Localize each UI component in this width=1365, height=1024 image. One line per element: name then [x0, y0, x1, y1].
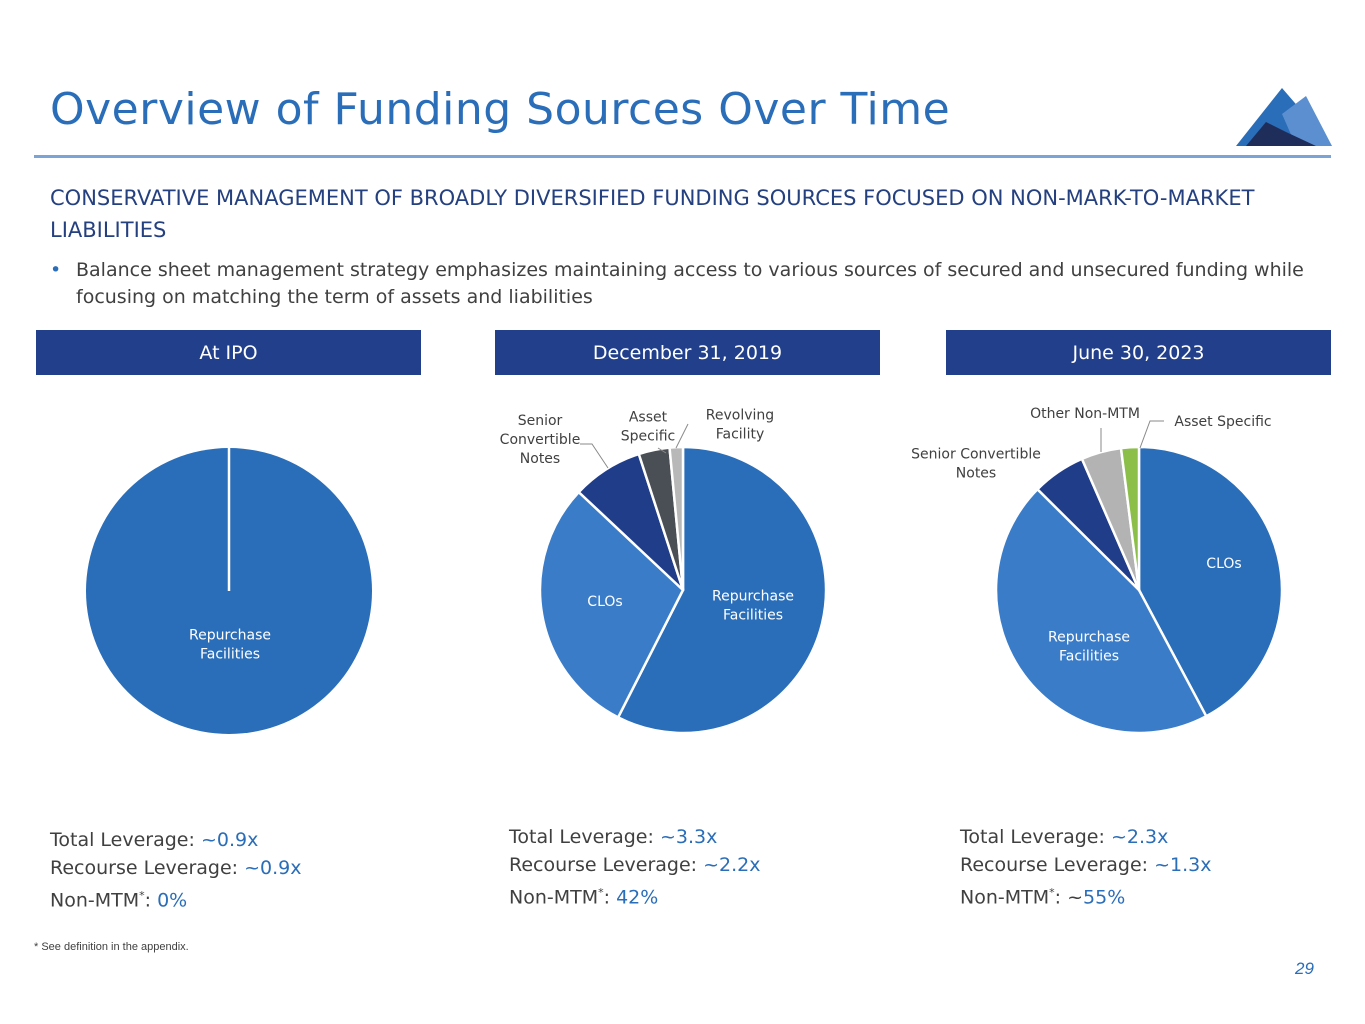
non-mtm: Non-MTM*: ~55% — [960, 886, 1126, 909]
label-leader-line — [675, 423, 689, 449]
panel-header-ipo: At IPO — [36, 330, 421, 375]
bullet-point: • Balance sheet management strategy emph… — [50, 257, 1325, 311]
stats-ipo: Total Leverage: ~0.9x Recourse Leverage:… — [50, 826, 302, 914]
stats-2019: Total Leverage: ~3.3x Recourse Leverage:… — [509, 823, 761, 911]
page-title: Overview of Funding Sources Over Time — [50, 84, 951, 135]
total-leverage: Total Leverage: ~2.3x — [960, 826, 1169, 848]
total-leverage: Total Leverage: ~3.3x — [509, 826, 718, 848]
slice-label-asset-specific: Asset Specific — [621, 410, 676, 445]
total-leverage: Total Leverage: ~0.9x — [50, 829, 259, 851]
label-leader-line — [657, 447, 667, 454]
label-leader-line — [580, 443, 609, 469]
slice-label-repurchase-facilities: Repurchase Facilities — [712, 589, 794, 624]
recourse-leverage: Recourse Leverage: ~0.9x — [50, 857, 302, 879]
section-subtitle: CONSERVATIVE MANAGEMENT OF BROADLY DIVER… — [50, 186, 1255, 242]
pie-slice-clos — [1137, 445, 1284, 718]
recourse-leverage: Recourse Leverage: ~2.2x — [509, 854, 761, 876]
pie-slice-repurchase-facilities — [616, 445, 828, 735]
page-number: 29 — [1295, 959, 1314, 978]
non-mtm: Non-MTM*: 42% — [509, 886, 659, 909]
slice-label-clos: CLOs — [587, 594, 622, 610]
panel-header-2023: June 30, 2023 — [946, 330, 1331, 375]
slice-label-senior-convertible-notes: Senior Convertible Notes — [911, 447, 1041, 482]
panel-header-2019: December 31, 2019 — [495, 330, 880, 375]
pie-slice-repurchase-facilities — [994, 488, 1208, 735]
mountain-logo-icon — [1236, 88, 1332, 146]
slice-label-revolving-facility: Revolving Facility — [706, 408, 774, 443]
non-mtm: Non-MTM*: 0% — [50, 889, 188, 912]
label-leader-line — [1139, 420, 1164, 449]
bullet-icon: • — [50, 259, 62, 281]
bullet-text: Balance sheet management strategy emphas… — [76, 259, 1304, 308]
slice-label-clos: CLOs — [1206, 556, 1241, 572]
slice-label-senior-convertible-notes: Senior Convertible Notes — [500, 413, 581, 467]
pie-slice-clos — [538, 490, 685, 719]
stats-2023: Total Leverage: ~2.3x Recourse Leverage:… — [960, 823, 1212, 911]
slice-label-other-non-mtm: Other Non-MTM — [1030, 406, 1140, 422]
slice-label-repurchase-facilities: Repurchase Facilities — [189, 628, 271, 663]
slice-label-repurchase-facilities: Repurchase Facilities — [1048, 630, 1130, 665]
slice-label-asset-specific: Asset Specific — [1174, 414, 1271, 430]
footnote: * See definition in the appendix. — [34, 941, 189, 953]
recourse-leverage: Recourse Leverage: ~1.3x — [960, 854, 1212, 876]
pie-slice-asset-specific — [1119, 445, 1141, 592]
title-divider — [34, 155, 1331, 158]
